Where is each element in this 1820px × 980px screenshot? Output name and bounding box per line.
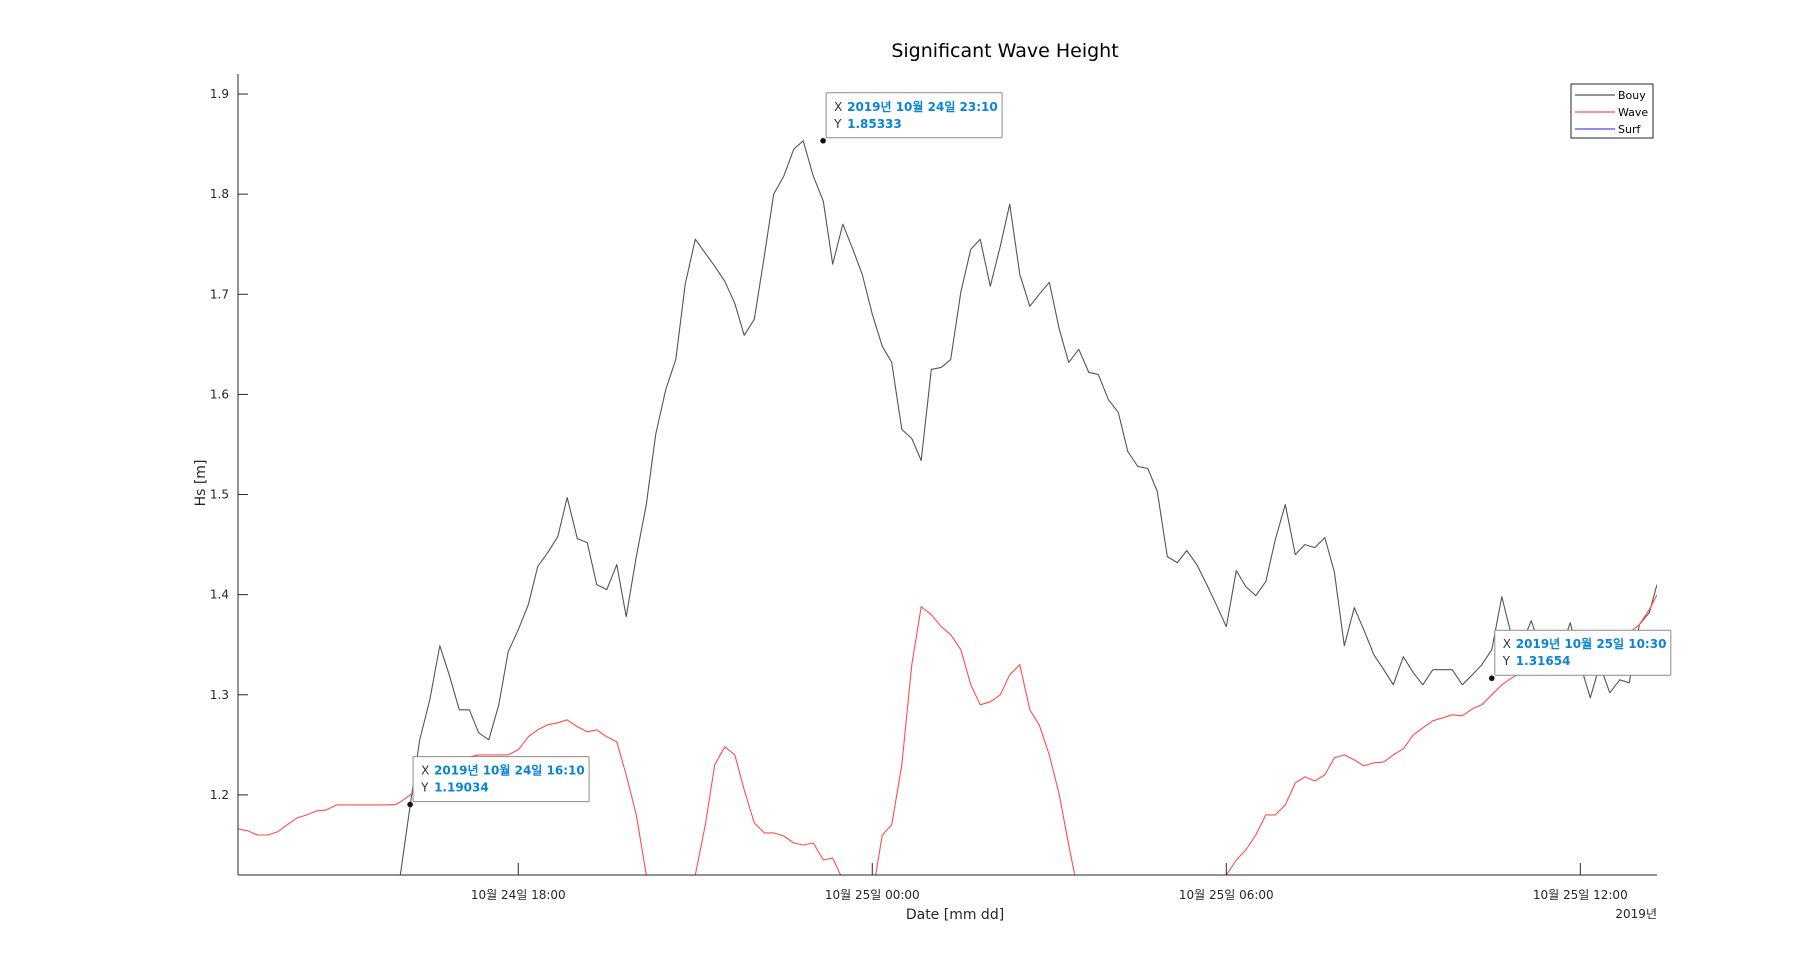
datatip-box: [412, 756, 590, 803]
datatip-x-value: 2019년 10월 25일 10:30: [1516, 636, 1667, 651]
datatip-y-value: 1.19034: [434, 781, 489, 795]
legend-label-wave: Wave: [1618, 106, 1648, 119]
y-tick-label: 1.7: [210, 287, 229, 301]
y-tick-label: 1.9: [210, 87, 229, 101]
datatip-marker: [820, 137, 826, 144]
y-tick-label: 1.5: [210, 488, 229, 502]
datatip-y-value: 1.31654: [1516, 654, 1571, 668]
datatip-y-value: 1.85333: [847, 117, 902, 131]
datatip-marker: [407, 801, 413, 808]
datatip-y-label: Y: [420, 781, 429, 795]
plot-area: 1.2 1.3 1.4 1.5 1.6 1.7 1.8 1.9 10월 24일 18:00 10월…: [210, 74, 1672, 902]
datatip-y-label: Y: [833, 117, 842, 131]
x-axis-year-label: 2019년: [1615, 907, 1657, 921]
legend-label-surf: Surf: [1618, 123, 1641, 136]
x-tick-label: 10월 25일 00:00: [825, 888, 920, 902]
x-axis-title: Date [mm dd]: [906, 907, 1004, 923]
x-tick-label: 10월 25일 12:00: [1533, 888, 1628, 902]
y-tick-label: 1.4: [210, 588, 229, 602]
x-tick-label: 10월 25일 06:00: [1179, 888, 1274, 902]
y-axis-title: Hs [m]: [193, 460, 209, 507]
y-tick-label: 1.2: [210, 788, 229, 802]
datatip-y-label: Y: [1502, 654, 1511, 668]
datatip-marker: [1488, 675, 1495, 682]
datatip-x-label: X: [421, 764, 429, 778]
series-line-bouy: [399, 140, 1657, 875]
datatip-x-value: 2019년 10월 24일 16:10: [434, 763, 585, 778]
y-tick-label: 1.3: [210, 688, 229, 702]
datatip: X 2019년 10월 24일 16:10 Y 1.19034: [407, 756, 590, 808]
datatip-box: [1494, 629, 1672, 676]
x-tick-label: 10월 24일 18:00: [471, 888, 566, 902]
y-tick-label: 1.8: [210, 187, 229, 201]
chart-title: Significant Wave Height: [891, 40, 1118, 62]
datatip: X 2019년 10월 24일 23:10 Y 1.85333: [820, 92, 1003, 144]
datatip: X 2019년 10월 25일 10:30 Y 1.31654: [1488, 629, 1672, 682]
datatip-x-value: 2019년 10월 24일 23:10: [847, 99, 998, 114]
y-tick-label: 1.6: [210, 387, 229, 401]
datatip-box: [825, 92, 1003, 139]
legend-label-bouy: Bouy: [1618, 89, 1646, 102]
datatip-x-label: X: [834, 100, 842, 114]
datatip-x-label: X: [1503, 637, 1511, 651]
